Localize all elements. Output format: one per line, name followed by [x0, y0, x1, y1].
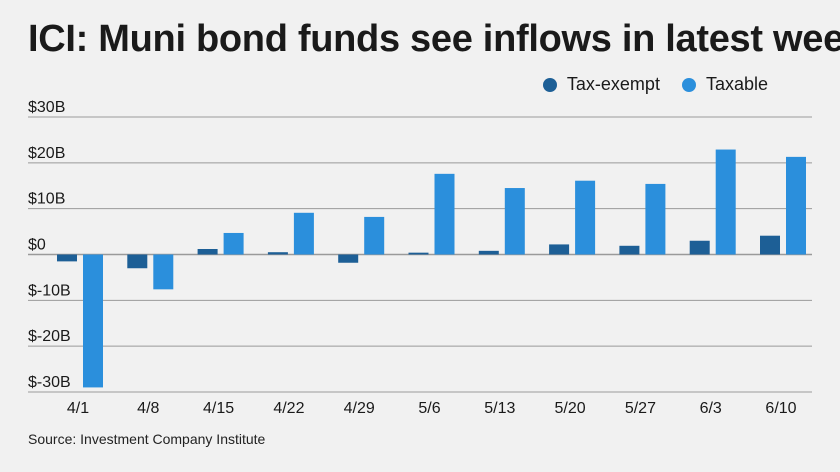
x-tick-label: 4/1	[67, 400, 89, 417]
bar-tax-exempt	[408, 252, 429, 255]
legend-label-tax-exempt: Tax-exempt	[566, 74, 660, 94]
bar-tax-exempt	[478, 250, 499, 255]
bar-taxable	[223, 232, 244, 255]
bar-taxable	[575, 180, 596, 255]
x-tick-label: 4/8	[137, 400, 159, 417]
legend-item-taxable: Taxable	[681, 74, 768, 95]
bar-taxable	[153, 254, 174, 290]
bar-tax-exempt	[760, 235, 780, 255]
bar-tax-exempt	[619, 245, 640, 255]
x-tick-label: 5/6	[418, 400, 440, 417]
bar-taxable	[715, 149, 736, 255]
x-tick-label: 4/22	[273, 400, 304, 417]
legend-item-tax-exempt: Tax-exempt	[542, 74, 660, 95]
chart-title: ICI: Muni bond funds see inflows in late…	[28, 18, 840, 60]
legend-swatch-tax-exempt	[542, 77, 557, 92]
legend-label-taxable: Taxable	[705, 74, 768, 94]
y-tick-label: $-30B	[28, 374, 71, 391]
y-tick-label: $20B	[28, 145, 65, 162]
bars	[57, 149, 806, 388]
x-tick-label: 5/27	[625, 400, 656, 417]
bar-tax-exempt	[57, 254, 77, 262]
bar-tax-exempt	[549, 244, 570, 255]
bar-tax-exempt	[267, 252, 288, 255]
x-tick-label: 6/10	[765, 400, 796, 417]
x-tick-label: 5/13	[484, 400, 515, 417]
x-tick-label: 5/20	[555, 400, 586, 417]
x-tick-label: 4/29	[344, 400, 375, 417]
bar-taxable	[434, 173, 455, 255]
y-tick-label: $-10B	[28, 282, 71, 299]
legend-swatch-taxable	[681, 77, 696, 92]
y-tick-label: $10B	[28, 191, 65, 208]
source-note: Source: Investment Company Institute	[28, 431, 266, 447]
y-tick-label: $30B	[28, 99, 65, 116]
bar-taxable	[293, 212, 314, 255]
y-tick-label: $0	[28, 237, 46, 254]
x-tick-label: 6/3	[700, 400, 722, 417]
bar-tax-exempt	[127, 254, 148, 269]
bar-taxable	[786, 156, 806, 255]
x-tick-labels: 4/1 4/8 4/15 4/22 4/29 5/6 5/13 5/20 5/27 6/3 6/10	[67, 400, 797, 417]
bar-taxable	[645, 183, 666, 255]
bar-tax-exempt	[689, 240, 710, 255]
bar-tax-exempt	[197, 249, 218, 255]
bar-taxable	[504, 188, 525, 255]
bar-tax-exempt	[338, 254, 359, 263]
legend: Tax-exempt Taxable	[533, 74, 768, 95]
bar-taxable	[364, 216, 385, 255]
y-tick-labels: $30B $20B $10B $0 $-10B $-20B $-30B	[28, 99, 71, 391]
y-tick-label: $-20B	[28, 328, 71, 345]
x-tick-label: 4/15	[203, 400, 234, 417]
bar-taxable	[83, 254, 103, 388]
